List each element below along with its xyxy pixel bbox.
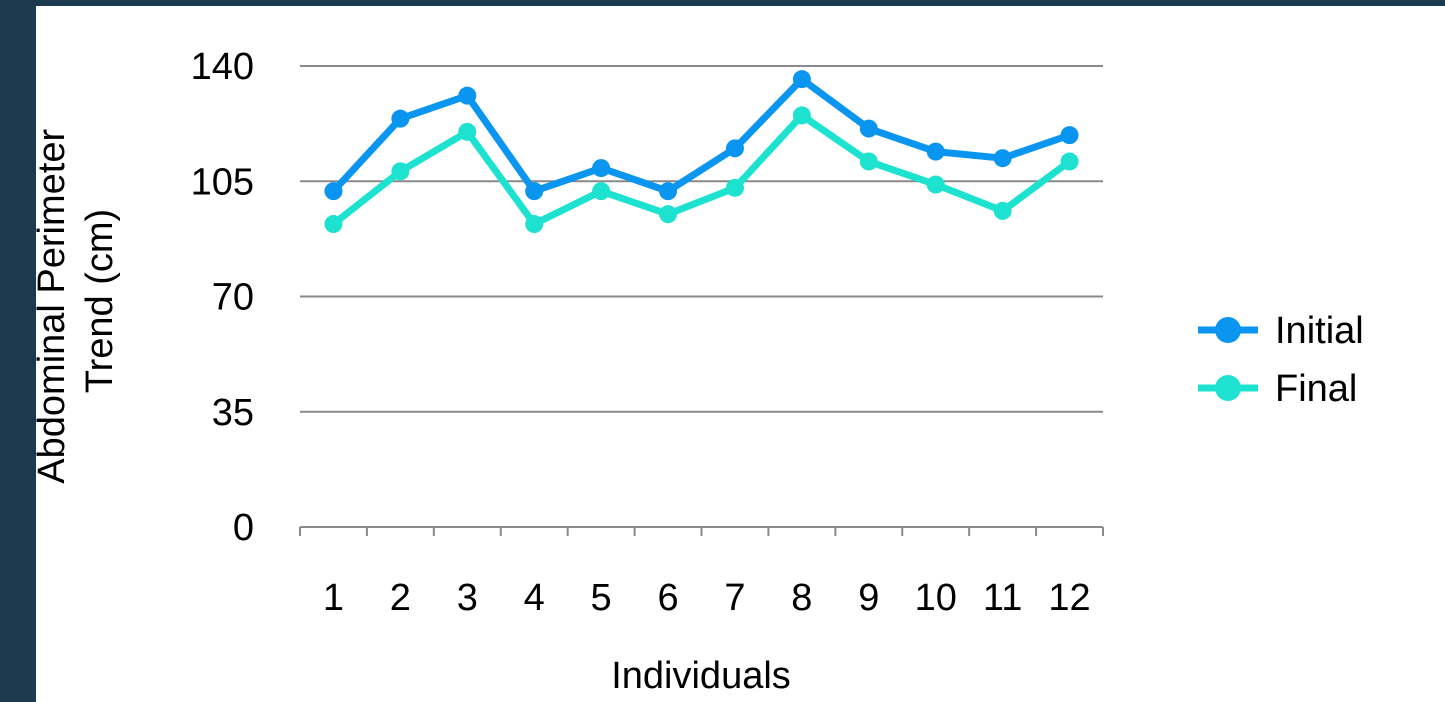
x-tick-label: 2 [390, 577, 411, 619]
y-axis-title-line-1: Abdominal Perimeter [36, 129, 73, 484]
data-point-initial-1 [324, 182, 343, 201]
axes [299, 526, 1104, 536]
data-point-initial-5 [592, 159, 611, 178]
data-point-final-2 [391, 162, 410, 181]
data-point-final-12 [1060, 152, 1079, 171]
y-tick-label: 0 [233, 507, 254, 549]
x-tick-label: 4 [524, 577, 545, 619]
legend: Initial Final [1198, 310, 1364, 410]
data-point-initial-4 [525, 182, 544, 201]
data-point-final-1 [324, 215, 343, 234]
series-line-initial [329, 75, 1074, 195]
y-tick-label: 105 [191, 161, 254, 203]
y-tick-labels: 0 35 70 105 140 [191, 46, 254, 549]
chart-panel: 0 35 70 105 140 1 2 3 4 5 6 7 8 9 10 11 12 Abdominal Pe… [36, 6, 1445, 702]
gridlines [300, 65, 1103, 413]
data-point-initial-2 [391, 109, 410, 128]
data-point-final-11 [993, 201, 1012, 220]
data-point-initial-12 [1060, 126, 1079, 145]
data-point-final-9 [859, 152, 878, 171]
x-tick-labels: 1 2 3 4 5 6 7 8 9 10 11 12 [323, 577, 1091, 619]
data-point-final-10 [926, 175, 945, 194]
x-tick-label: 11 [983, 577, 1022, 619]
x-tick-label: 1 [323, 577, 344, 619]
y-tick-label: 140 [191, 46, 254, 88]
data-point-initial-9 [859, 119, 878, 138]
data-point-initial-10 [926, 142, 945, 161]
data-point-final-5 [592, 182, 611, 201]
legend-label-initial: Initial [1275, 310, 1364, 352]
data-point-initial-6 [659, 182, 678, 201]
data-point-initial-11 [993, 149, 1012, 168]
legend-label-final: Final [1275, 368, 1357, 410]
data-point-final-3 [458, 122, 477, 141]
y-axis-title-line-2: Trend (cm) [79, 209, 121, 393]
y-tick-label: 70 [212, 277, 254, 319]
x-tick-label: 12 [1048, 577, 1090, 619]
x-axis-title: Individuals [611, 655, 791, 697]
data-point-final-7 [725, 178, 744, 197]
data-point-final-4 [525, 215, 544, 234]
x-tick-label: 7 [724, 577, 745, 619]
data-point-initial-7 [725, 139, 744, 158]
data-point-initial-3 [458, 86, 477, 105]
data-point-final-6 [659, 205, 678, 224]
series-line-final [329, 111, 1074, 228]
legend-marker-final [1215, 375, 1241, 401]
x-tick-label: 3 [457, 577, 478, 619]
legend-marker-initial [1215, 317, 1241, 343]
x-tick-label: 9 [858, 577, 879, 619]
data-point-final-8 [792, 106, 811, 125]
y-axis-title: Abdominal Perimeter Trend (cm) [36, 118, 121, 483]
x-tick-label: 8 [791, 577, 812, 619]
y-tick-label: 35 [212, 392, 254, 434]
x-tick-label: 5 [591, 577, 612, 619]
x-tick-label: 10 [915, 577, 957, 619]
data-point-initial-8 [792, 70, 811, 89]
series-lines [324, 70, 1079, 234]
x-tick-label: 6 [657, 577, 678, 619]
